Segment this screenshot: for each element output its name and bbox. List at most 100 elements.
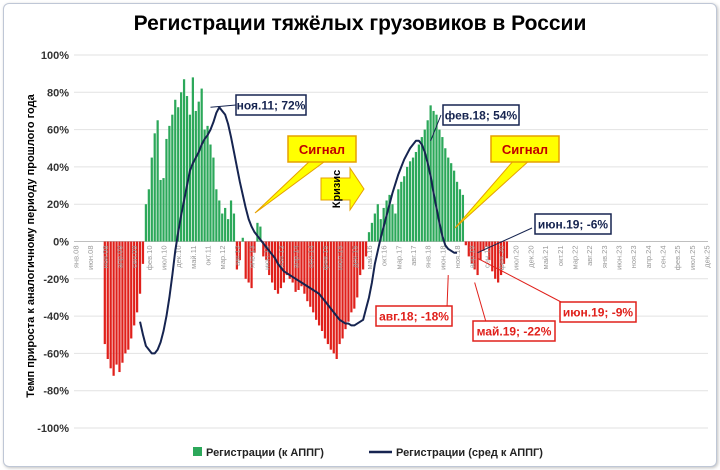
annotation-feb18-box — [442, 104, 520, 126]
bar — [268, 241, 271, 276]
x-tick-label: фев.15 — [321, 246, 330, 271]
bar — [455, 181, 459, 242]
bar — [312, 241, 315, 313]
bar — [388, 194, 391, 242]
bar — [467, 241, 470, 257]
x-tick-label: май.11 — [189, 246, 198, 269]
x-tick-label: ноя.13 — [277, 246, 286, 269]
bar — [323, 241, 327, 339]
annotation-crisis: Кризис — [331, 170, 343, 209]
bar — [203, 129, 206, 242]
bar — [370, 222, 374, 242]
x-tick-label: май.21 — [541, 246, 550, 270]
leader-jun19-avg — [477, 227, 533, 254]
bar — [106, 241, 109, 359]
annotation-jun19-avg-box — [534, 213, 612, 235]
bar — [344, 241, 347, 330]
bar — [162, 178, 165, 242]
bar — [171, 114, 174, 242]
bar — [438, 129, 441, 242]
x-tick-label: авг.17 — [409, 246, 418, 266]
bar — [414, 151, 418, 242]
bar — [133, 241, 136, 326]
x-tick-label: фев.10 — [145, 246, 154, 271]
bar — [320, 241, 324, 332]
x-tick-label: мар.17 — [394, 246, 403, 270]
bar — [450, 163, 453, 242]
bar — [420, 137, 423, 242]
bar — [329, 241, 332, 350]
x-tick-label: июл.25 — [688, 246, 697, 270]
bar — [497, 241, 500, 283]
leader-jun19 — [477, 257, 564, 304]
y-tick-label: 40% — [47, 162, 69, 174]
annotation-may19: май.19; -22% — [477, 325, 552, 339]
x-tick-label: сен.19 — [482, 246, 491, 269]
bar — [444, 148, 447, 242]
x-tick-label: дек.10 — [174, 246, 183, 268]
bar — [403, 176, 406, 242]
x-tick-label: апр.09 — [116, 246, 125, 269]
bar — [250, 241, 253, 289]
bar — [273, 241, 277, 290]
x-tick-label: ноя.18 — [453, 246, 462, 269]
bar — [359, 241, 362, 276]
bar — [347, 241, 350, 322]
bar — [285, 241, 288, 276]
bar — [309, 241, 312, 307]
bar — [235, 241, 239, 270]
y-tick-label: -80% — [43, 386, 69, 398]
bar — [209, 144, 212, 242]
chart-frame — [3, 3, 717, 467]
bar — [226, 219, 230, 242]
y-tick-label: -40% — [43, 311, 69, 323]
bar — [473, 241, 476, 270]
bar — [206, 125, 209, 242]
leader-may19 — [474, 282, 487, 323]
x-tick-label: дек.20 — [526, 246, 535, 268]
bar — [265, 241, 268, 261]
x-tick-label: мар.22 — [570, 246, 579, 270]
bar — [279, 241, 283, 289]
bar — [288, 241, 291, 279]
bar — [174, 99, 177, 242]
leader-nov11 — [210, 104, 237, 108]
x-tick-label: апр.24 — [644, 246, 653, 269]
bar — [332, 241, 335, 354]
x-tick-label: авг.12 — [233, 246, 242, 266]
bar — [505, 241, 509, 259]
bar — [464, 241, 467, 246]
bar — [182, 79, 186, 242]
leader-aug18 — [446, 275, 449, 309]
bar — [271, 241, 274, 283]
bar — [482, 241, 485, 251]
bar — [432, 110, 435, 242]
legend-line-label: Регистрации (сред к АППГ) — [396, 447, 543, 459]
annotation-signal-2-pointer — [454, 158, 533, 229]
bar — [165, 138, 168, 242]
bar — [411, 157, 415, 242]
bar — [315, 241, 318, 320]
bar — [341, 241, 344, 339]
bar — [426, 120, 429, 242]
annotation-jun19-box — [559, 301, 637, 323]
bar — [303, 241, 306, 294]
bar — [499, 241, 503, 276]
y-axis-ticks: 100% 80% 60% 40% 20% 0% -20% -40% -60% -80% -100% — [37, 50, 69, 435]
bar — [408, 161, 412, 242]
moving-average-line — [139, 106, 458, 355]
bar — [259, 226, 262, 242]
x-tick-label: июл.15 — [336, 246, 345, 270]
bar — [118, 241, 121, 373]
bar — [291, 241, 294, 283]
annotation-jun19: июн.19; -9% — [563, 306, 634, 320]
bar — [180, 92, 183, 242]
x-tick-label: сен.24 — [659, 246, 668, 269]
bar — [141, 241, 145, 264]
bar — [306, 241, 309, 302]
bar — [350, 241, 353, 313]
bar — [297, 241, 300, 290]
bar — [326, 241, 330, 345]
bar — [458, 189, 462, 242]
y-tick-label: 20% — [47, 199, 69, 211]
